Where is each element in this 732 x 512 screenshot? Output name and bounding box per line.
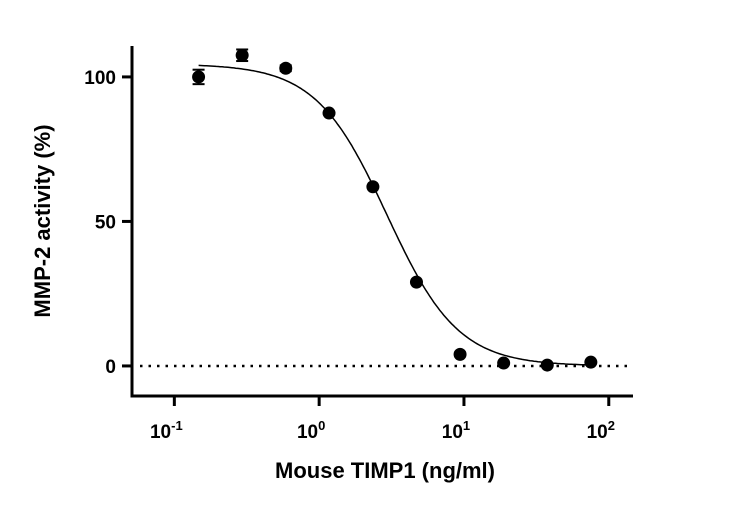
y-tick-label: 50 (95, 212, 116, 233)
y-tick-label: 100 (84, 68, 116, 89)
data-point (497, 356, 511, 370)
y-axis-label: MMP-2 activity (%) (30, 124, 55, 317)
data-point (409, 275, 423, 289)
x-tick-label: 102 (587, 418, 615, 443)
data-point (584, 355, 598, 369)
x-tick-label: 101 (442, 418, 470, 443)
data-point (192, 70, 206, 84)
x-tick-label: 10-1 (150, 418, 183, 443)
x-tick-label: 100 (297, 418, 325, 443)
y-tick-label: 0 (105, 357, 116, 378)
data-point (540, 358, 554, 372)
fit-curve (198, 64, 591, 366)
data-point (322, 106, 336, 120)
data-point (366, 180, 380, 194)
data-point (235, 48, 249, 62)
x-axis-label: Mouse TIMP1 (ng/ml) (275, 458, 495, 483)
data-point (279, 61, 293, 75)
data-point (453, 347, 467, 361)
